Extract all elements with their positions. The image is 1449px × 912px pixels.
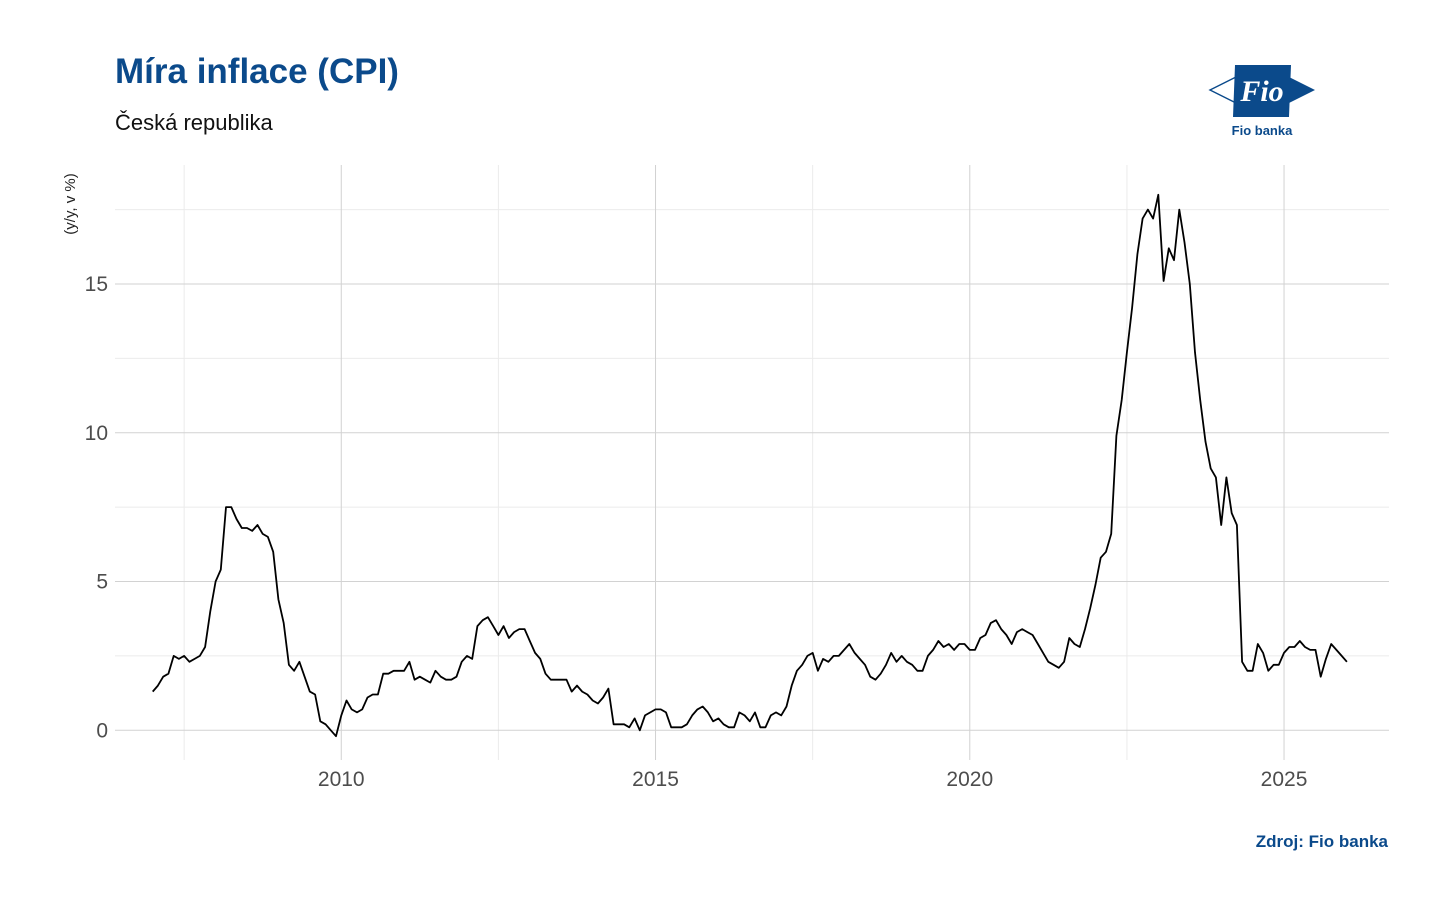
- cpi-series-line: [152, 193, 1348, 738]
- fio-banka-logo: Fio Fio banka: [1208, 65, 1315, 138]
- x-tick-label: 2010: [318, 768, 365, 791]
- y-tick-label: 10: [85, 422, 108, 445]
- y-tick-label: 0: [96, 719, 108, 742]
- source-note: Zdroj: Fio banka: [1255, 832, 1388, 851]
- y-axis-label: (y/y, v %): [62, 173, 79, 234]
- x-tick-label: 2020: [946, 768, 993, 791]
- x-tick-label: 2025: [1261, 768, 1308, 791]
- chart-subtitle: Česká republika: [115, 110, 273, 135]
- logo-caption: Fio banka: [1232, 123, 1293, 138]
- chart-title: Míra inflace (CPI): [115, 52, 399, 91]
- y-tick-label: 5: [96, 571, 108, 594]
- x-tick-label: 2015: [632, 768, 679, 791]
- logo-center-shape: [1233, 65, 1291, 117]
- grid-lines: [115, 165, 1389, 760]
- logo-text: Fio: [1239, 75, 1283, 108]
- logo-right-wing: [1283, 74, 1315, 106]
- y-tick-label: 15: [85, 273, 108, 296]
- axis-ticks: 2010 2015 2020 2025 0 5 10 15: [85, 273, 1308, 791]
